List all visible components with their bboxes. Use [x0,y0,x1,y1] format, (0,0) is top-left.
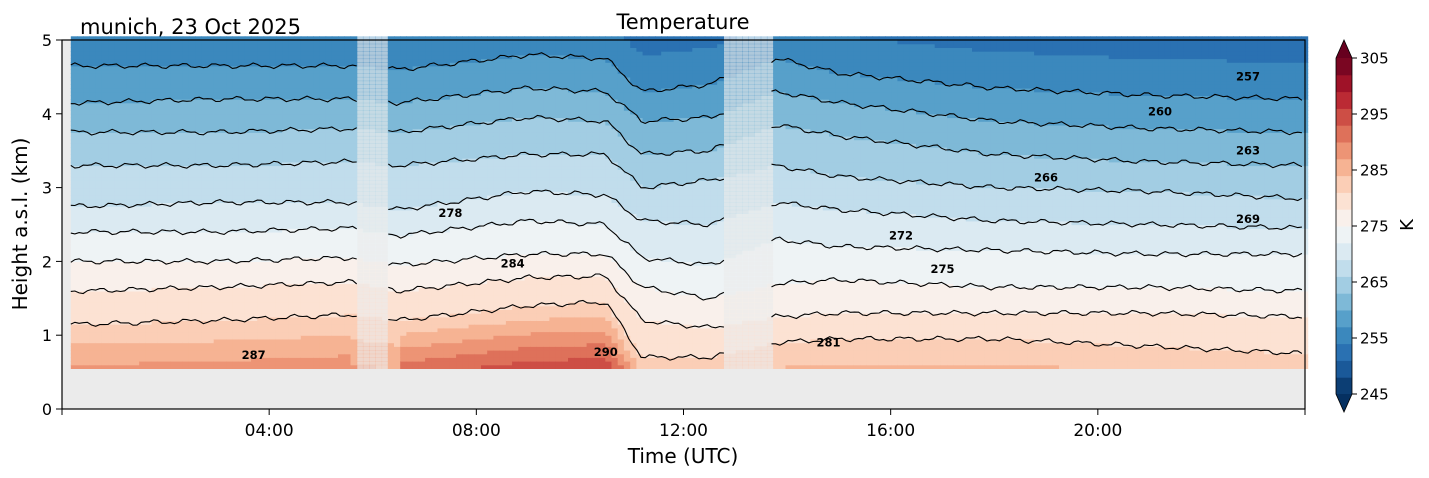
colorbar-tick-label: 245 [1360,386,1389,404]
x-tick-label: 20:00 [1073,421,1122,441]
chart-title: Temperature [615,10,749,34]
contour-label: 287 [242,348,266,362]
contour-label: 284 [501,256,525,270]
plot-area: 257 260 263 266 269 272 275 278 281 284 287 290 [62,36,1308,409]
x-tick-label: 08:00 [452,421,501,441]
y-tick-label: 1 [42,326,52,345]
y-tick-label: 0 [42,400,52,419]
colorbar-level [1336,344,1352,361]
y-tick-label: 2 [42,252,52,271]
x-axis-label: Time (UTC) [627,444,739,468]
x-tick-label: 16:00 [866,421,915,441]
contour-label: 269 [1236,212,1260,226]
colorbar-tick-label: 305 [1360,50,1389,68]
chart-subtitle: munich, 23 Oct 2025 [80,15,301,39]
contour-label: 278 [438,206,462,220]
x-tick-label: 12:00 [659,421,708,441]
colorbar-label: K [1397,218,1418,231]
colorbar-level [1336,108,1352,125]
contour-label: 290 [594,345,618,359]
y-tick-label: 5 [42,31,52,50]
colorbar-tick-label: 275 [1360,218,1389,236]
colorbar-level [1336,142,1352,159]
colorbar-tick-label: 265 [1360,274,1389,292]
colorbar-level [1336,159,1352,176]
x-tick-label: 04:00 [245,421,294,441]
colorbar-level [1336,276,1352,293]
colorbar-level [1336,377,1352,394]
colorbar: 245 255 265 275 285 295 305 [1336,40,1389,412]
colorbar-level [1336,176,1352,193]
contour-label: 281 [817,335,841,349]
colorbar-level [1336,260,1352,277]
contour-label: 272 [889,228,913,242]
colorbar-level [1336,293,1352,310]
y-axis-label: Height a.s.l. (km) [8,138,32,311]
contour-label: 266 [1034,171,1058,185]
contour-label: 260 [1148,104,1172,118]
y-tick-label: 4 [42,105,52,124]
colorbar-extend-max [1336,40,1352,58]
colorbar-level [1336,125,1352,142]
colorbar-level [1336,92,1352,109]
colorbar-level [1336,192,1352,209]
colorbar-tick-label: 285 [1360,162,1389,180]
colorbar-tick-label: 255 [1360,330,1389,348]
y-tick-label: 3 [42,179,52,198]
colorbar-tick-label: 295 [1360,106,1389,124]
colorbar-level [1336,226,1352,243]
colorbar-level [1336,327,1352,344]
colorbar-level [1336,243,1352,260]
colorbar-level [1336,310,1352,327]
colorbar-level [1336,58,1352,75]
contour-label: 263 [1236,143,1260,157]
contour-label: 275 [930,262,954,276]
figure: 257 260 263 266 269 272 275 278 281 284 287 290 04:… [0,0,1429,478]
colorbar-level [1336,75,1352,92]
colorbar-level [1336,209,1352,226]
contour-label: 257 [1236,70,1260,84]
colorbar-level [1336,360,1352,377]
colorbar-extend-min [1336,394,1352,412]
